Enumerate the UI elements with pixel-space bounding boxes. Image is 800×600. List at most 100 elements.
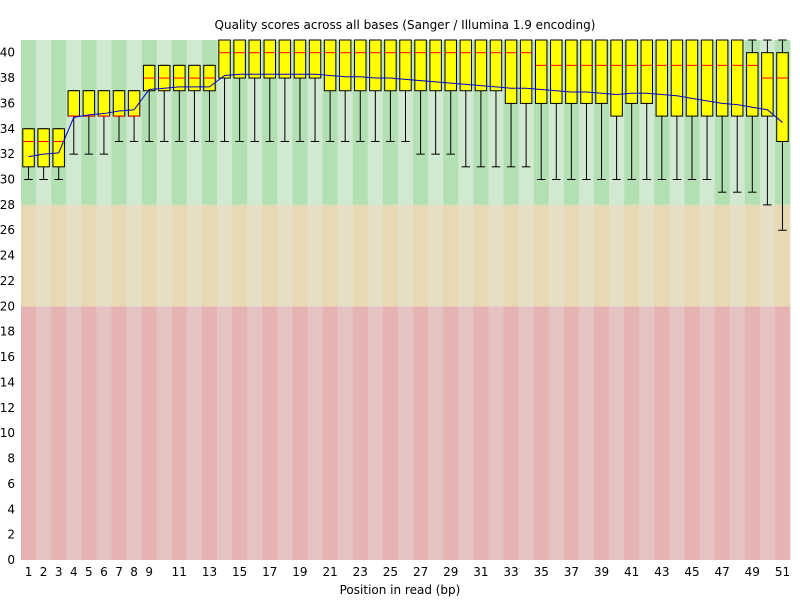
box-31 (474, 39, 488, 92)
box-49 (746, 52, 759, 117)
band-reasonable-19 (292, 204, 308, 307)
band-reasonable-7 (111, 204, 127, 307)
y-tick-label-0: 0 (7, 553, 15, 567)
band-reasonable-3 (51, 204, 67, 307)
band-poor-39 (593, 306, 610, 560)
band-reasonable-47 (714, 204, 730, 307)
band-reasonable-33 (503, 204, 519, 307)
x-tick-label-8: 8 (130, 565, 138, 579)
band-poor-16 (247, 306, 263, 560)
band-good-2 (36, 40, 52, 205)
box-36 (550, 39, 563, 104)
box-6 (97, 90, 111, 117)
y-tick-label-28: 28 (0, 198, 15, 212)
band-reasonable-49 (744, 204, 761, 307)
y-tick-label-16: 16 (0, 350, 15, 364)
y-tick-label-4: 4 (7, 502, 15, 516)
band-poor-51 (774, 306, 791, 560)
x-tick-label-23: 23 (353, 565, 368, 579)
band-reasonable-6 (96, 204, 112, 307)
box-33 (504, 39, 518, 104)
box-39 (595, 39, 608, 104)
band-poor-31 (473, 306, 489, 560)
band-reasonable-43 (654, 204, 670, 307)
medians-layer (22, 52, 789, 142)
band-reasonable-1 (21, 204, 37, 307)
box-18 (278, 39, 292, 79)
band-poor-4 (66, 306, 82, 560)
box-23 (354, 39, 367, 92)
band-poor-9 (141, 306, 158, 560)
box-35 (534, 39, 548, 104)
x-tick-label-19: 19 (292, 565, 307, 579)
box-24 (369, 39, 382, 92)
band-poor-11 (171, 306, 188, 560)
mean-line (28, 73, 783, 158)
band-poor-47 (714, 306, 730, 560)
band-reasonable-14 (217, 204, 233, 307)
y-tick-label-10: 10 (0, 426, 15, 440)
y-tick-label-34: 34 (0, 122, 15, 136)
box-25 (384, 39, 397, 92)
band-reasonable-44 (669, 204, 685, 307)
band-poor-22 (337, 306, 354, 560)
x-tick-label-47: 47 (715, 565, 730, 579)
band-reasonable-5 (81, 204, 97, 307)
y-tick-label-20: 20 (0, 299, 15, 313)
band-reasonable-38 (578, 204, 595, 307)
x-tick-label-13: 13 (202, 565, 217, 579)
band-good-1 (21, 40, 37, 205)
band-reasonable-8 (126, 204, 142, 307)
band-poor-2 (36, 306, 52, 560)
band-reasonable-13 (201, 204, 218, 307)
x-tick-label-49: 49 (745, 565, 760, 579)
box-4 (67, 90, 81, 117)
x-tick-label-43: 43 (654, 565, 669, 579)
band-poor-5 (81, 306, 97, 560)
x-tick-label-21: 21 (322, 565, 337, 579)
band-poor-1 (21, 306, 37, 560)
box-8 (127, 90, 141, 117)
band-poor-18 (277, 306, 293, 560)
y-tick-label-14: 14 (0, 375, 15, 389)
box-43 (655, 39, 669, 117)
box-34 (519, 39, 533, 104)
x-tick-label-39: 39 (594, 565, 609, 579)
band-poor-40 (609, 306, 625, 560)
band-poor-48 (729, 306, 746, 560)
band-poor-10 (156, 306, 173, 560)
box-7 (112, 90, 126, 117)
band-reasonable-11 (171, 204, 188, 307)
band-poor-28 (428, 306, 444, 560)
band-reasonable-17 (262, 204, 278, 307)
y-tick-label-38: 38 (0, 71, 15, 85)
band-poor-25 (382, 306, 399, 560)
y-tick-label-6: 6 (7, 477, 15, 491)
band-reasonable-27 (413, 204, 429, 307)
band-poor-7 (111, 306, 127, 560)
x-tick-label-31: 31 (473, 565, 488, 579)
box-14 (218, 39, 231, 79)
band-poor-3 (51, 306, 67, 560)
box-44 (670, 39, 684, 117)
y-tick-label-36: 36 (0, 96, 15, 110)
band-reasonable-46 (699, 204, 715, 307)
box-37 (565, 39, 578, 104)
band-reasonable-25 (382, 204, 399, 307)
band-poor-41 (624, 306, 640, 560)
x-tick-label-35: 35 (534, 565, 549, 579)
box-47 (715, 39, 729, 117)
band-poor-34 (518, 306, 534, 560)
box-22 (338, 39, 352, 92)
band-poor-24 (367, 306, 384, 560)
band-poor-44 (669, 306, 685, 560)
band-poor-21 (322, 306, 338, 560)
box-26 (399, 39, 412, 92)
band-poor-29 (443, 306, 459, 560)
box-46 (700, 39, 714, 117)
band-reasonable-31 (473, 204, 489, 307)
band-reasonable-10 (156, 204, 173, 307)
box-38 (580, 39, 593, 104)
y-tick-label-2: 2 (7, 528, 15, 542)
